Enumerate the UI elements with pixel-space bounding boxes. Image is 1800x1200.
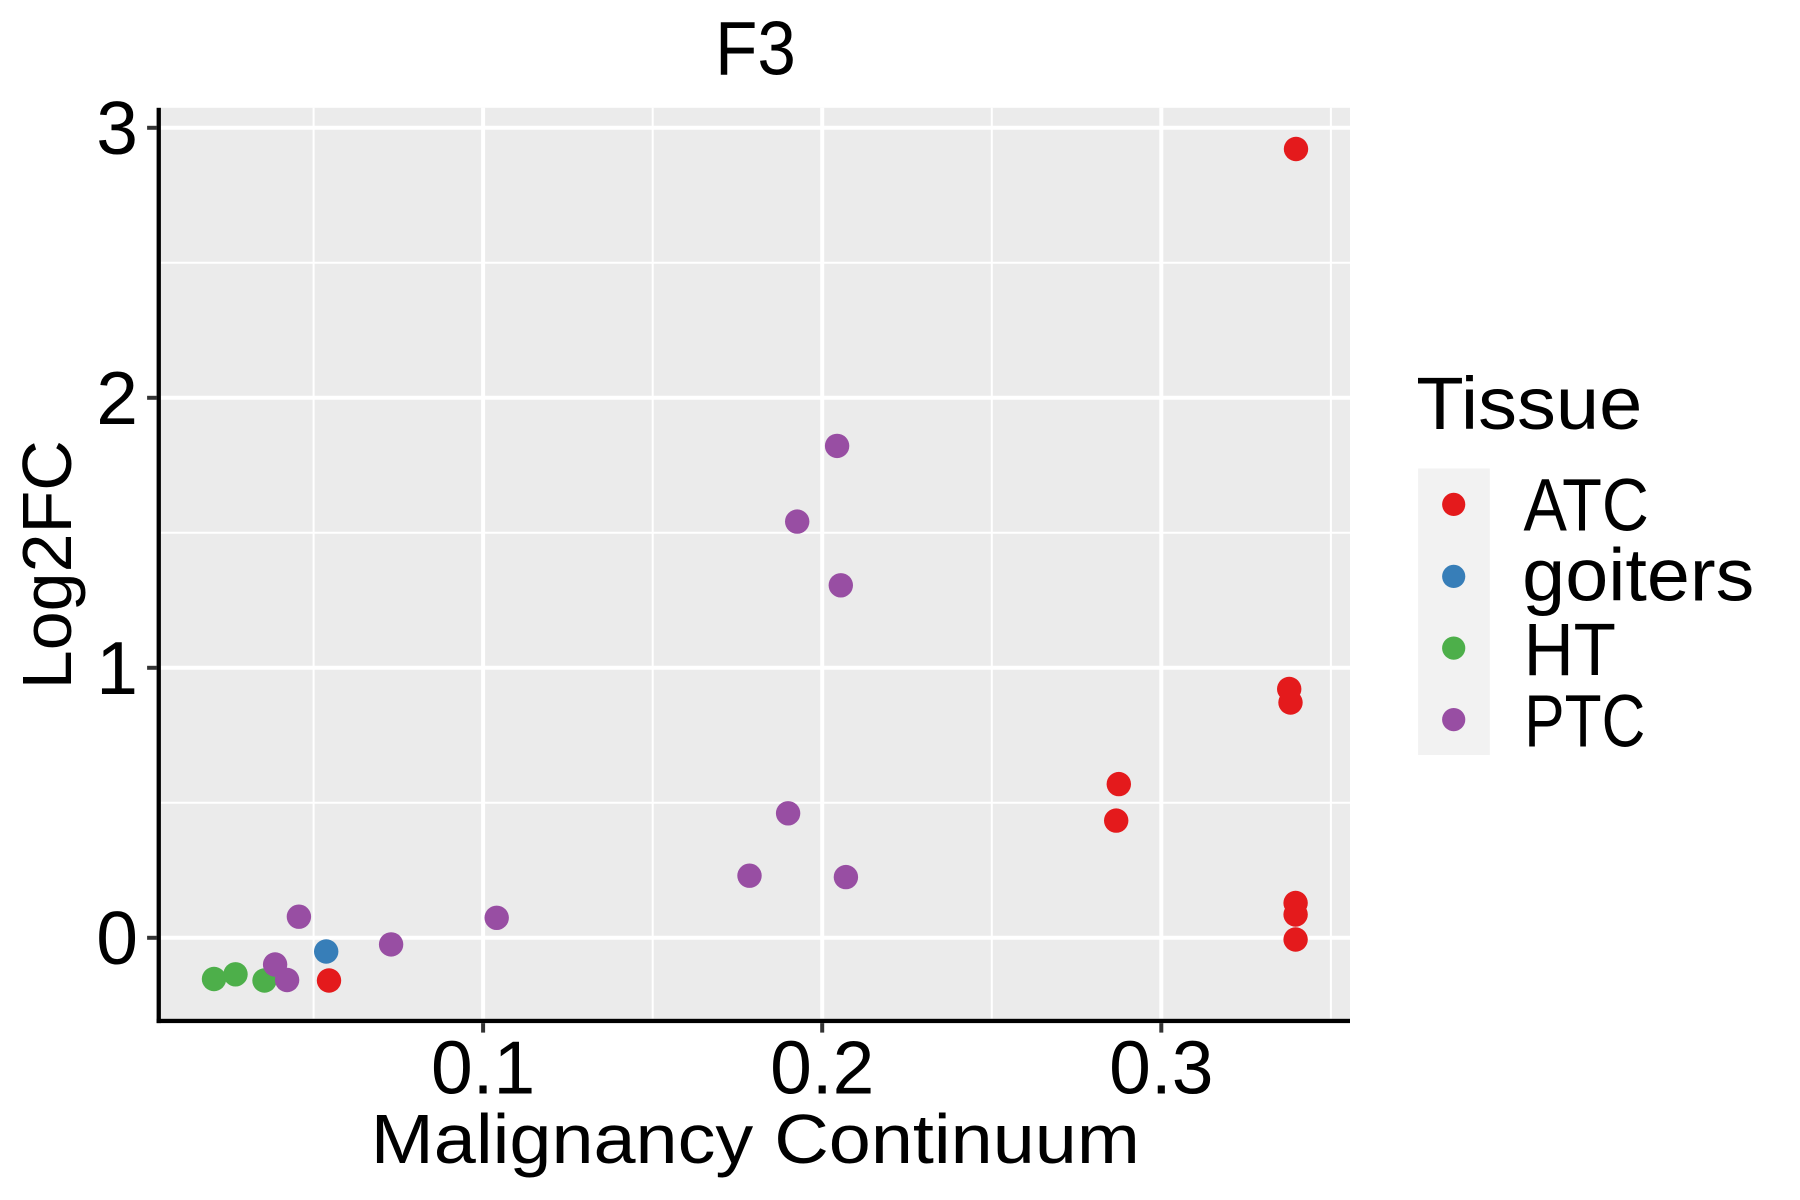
svg-text:goiters: goiters xyxy=(1522,533,1754,616)
svg-text:PTC: PTC xyxy=(1524,679,1645,762)
svg-text:Tissue: Tissue xyxy=(1416,362,1642,445)
svg-text:ATC: ATC xyxy=(1524,463,1649,546)
svg-text:2: 2 xyxy=(96,356,138,440)
svg-text:Malignancy Continuum: Malignancy Continuum xyxy=(371,1100,1140,1178)
svg-text:0.1: 0.1 xyxy=(431,1026,535,1110)
svg-text:F3: F3 xyxy=(715,7,796,92)
svg-text:HT: HT xyxy=(1524,608,1616,691)
svg-text:Log2FC: Log2FC xyxy=(8,440,86,689)
svg-text:3: 3 xyxy=(96,86,138,170)
svg-text:1: 1 xyxy=(96,626,138,710)
svg-text:0: 0 xyxy=(96,896,138,980)
svg-text:0.2: 0.2 xyxy=(770,1026,874,1110)
svg-text:0.3: 0.3 xyxy=(1109,1026,1213,1110)
